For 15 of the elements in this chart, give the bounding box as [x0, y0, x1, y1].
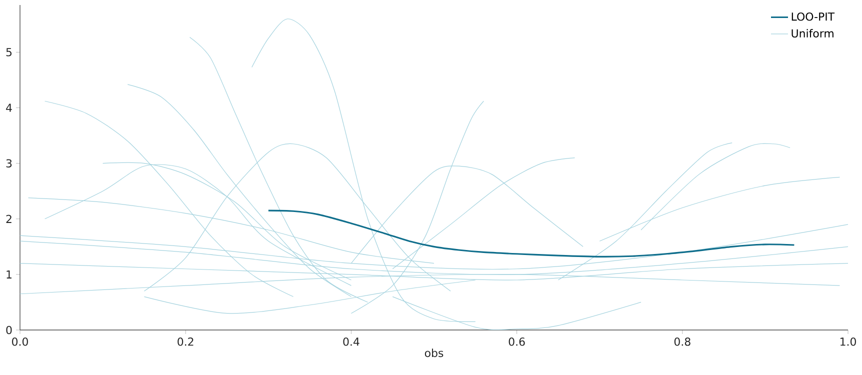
x-tick-label: 0.8 — [674, 338, 690, 346]
y-tick-label: 4 — [6, 104, 12, 112]
x-tick-label: 0.2 — [178, 338, 194, 346]
legend-label: Uniform — [792, 29, 834, 38]
y-tick-label: 5 — [6, 48, 12, 56]
x-axis-title: obs — [424, 348, 444, 358]
y-tick-label: 3 — [6, 159, 12, 168]
legend-label: LOO-PIT — [792, 12, 835, 21]
y-tick-label: 2 — [6, 214, 12, 223]
x-tick-label: 0.4 — [343, 338, 360, 346]
y-tick-label: 0 — [6, 326, 12, 334]
y-tick-label: 1 — [6, 270, 12, 278]
x-tick-label: 0.0 — [12, 338, 28, 346]
x-tick-label: 1.0 — [840, 338, 856, 346]
x-tick-label: 0.6 — [508, 338, 525, 346]
